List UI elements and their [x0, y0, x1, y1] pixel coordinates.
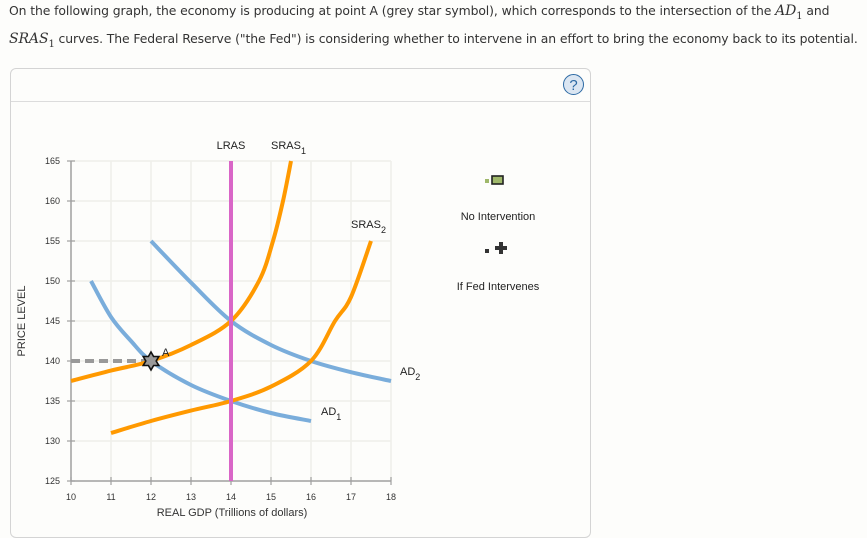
ad2-label: AD2 [400, 366, 420, 382]
prompt-text: and [802, 3, 830, 18]
x-tick-label: 14 [226, 492, 236, 502]
ad2-curve[interactable] [149, 239, 392, 383]
point-a-star-icon[interactable] [141, 350, 161, 372]
point-a-label: A [162, 347, 170, 359]
question-prompt: On the following graph, the economy is p… [9, 0, 864, 56]
y-tick-label: 155 [45, 236, 60, 246]
sras2-curve[interactable] [110, 240, 373, 435]
green-rectangle-marker-icon[interactable] [491, 175, 504, 185]
x-tick-label: 16 [306, 492, 316, 502]
x-tick-label: 17 [346, 492, 356, 502]
legend-fed-dot [485, 249, 489, 253]
legend-fed-intervenes-label: If Fed Intervenes [457, 281, 540, 293]
x-tick-label: 13 [186, 492, 196, 502]
x-tick-label: 11 [106, 492, 115, 502]
ad1-label: AD1 [321, 406, 341, 422]
legend-no-intervention-label: No Intervention [461, 211, 536, 223]
ad-as-chart: 125 130 135 140 145 150 155 160 165 10 11 12 13 14 15 1… [16, 140, 540, 519]
x-tick-label: 15 [266, 492, 276, 502]
y-tick-label: 165 [45, 156, 60, 166]
y-tick-label: 160 [45, 196, 60, 206]
x-tick-label: 12 [146, 492, 156, 502]
graph-panel: ? [10, 68, 591, 538]
sras1-label: SRAS1 [271, 140, 306, 156]
ad1-curve[interactable] [89, 280, 312, 423]
y-tick-label: 125 [45, 476, 60, 486]
lras-label: LRAS [217, 140, 246, 152]
prompt-line-2: SRAS1 curves. The Federal Reserve ("the … [9, 28, 864, 56]
x-axis-title: REAL GDP (Trillions of dollars) [157, 507, 308, 519]
prompt-text: On the following graph, the economy is p… [9, 3, 776, 18]
sras2-label: SRAS2 [351, 219, 386, 235]
y-tick-label: 150 [45, 276, 60, 286]
legend-no-intervention-dot [485, 179, 489, 183]
math-ad1: AD1 [775, 3, 803, 22]
prompt-line-1: On the following graph, the economy is p… [9, 0, 864, 28]
prompt-text: curves. The Federal Reserve ("the Fed") … [54, 30, 858, 46]
y-tick-label: 145 [45, 316, 60, 326]
black-plus-marker-icon[interactable] [495, 242, 507, 254]
y-tick-label: 130 [45, 436, 60, 446]
math-sras1: SRAS1 [9, 30, 55, 50]
help-button[interactable]: ? [563, 74, 584, 95]
x-tick-label: 10 [66, 492, 76, 502]
y-tick-label: 140 [45, 356, 60, 366]
y-tick-label: 135 [45, 396, 60, 406]
y-axis-title: PRICE LEVEL [16, 286, 28, 357]
panel-header: ? [11, 69, 590, 102]
x-tick-label: 18 [386, 492, 396, 502]
